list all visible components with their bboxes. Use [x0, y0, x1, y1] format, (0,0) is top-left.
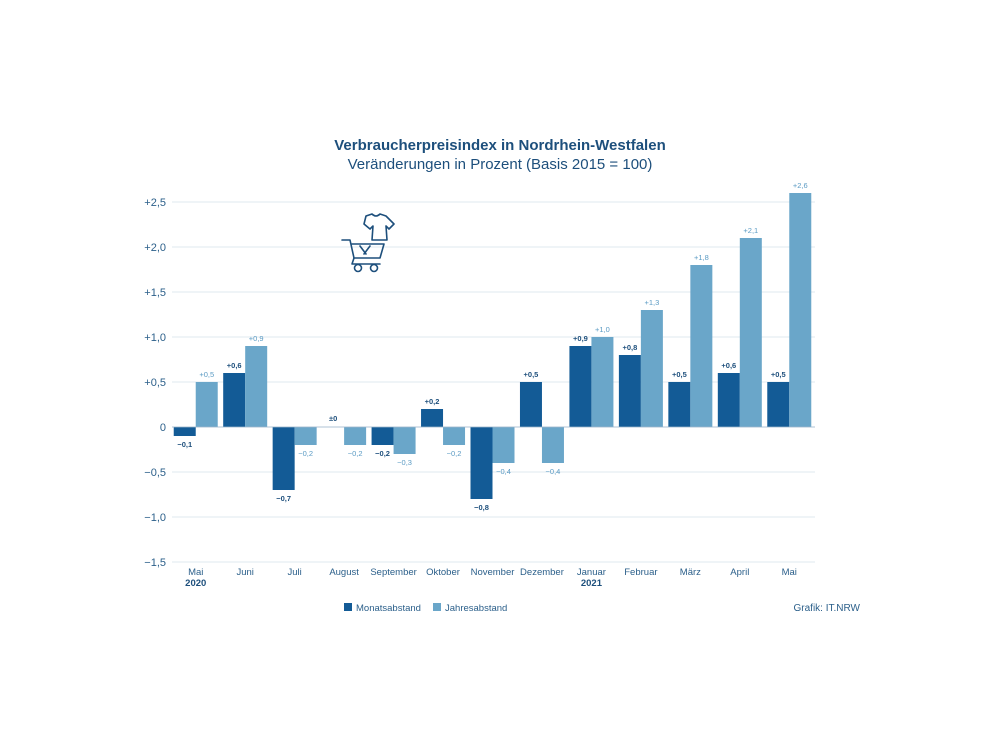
year-label: 2020 — [185, 578, 206, 589]
data-label-jahresabstand: +1,3 — [644, 298, 659, 307]
legend-swatch-jahresabstand — [433, 603, 441, 611]
data-label-monatsabstand: +0,6 — [227, 361, 242, 370]
bar-jahresabstand — [492, 427, 515, 463]
data-label-jahresabstand: +0,5 — [199, 370, 214, 379]
source-note: Grafik: IT.NRW — [794, 603, 861, 614]
x-tick-label: Mai — [188, 567, 203, 578]
data-label-jahresabstand: −0,4 — [496, 467, 511, 476]
legend: Monatsabstand Jahresabstand — [344, 603, 507, 614]
bar-jahresabstand — [393, 427, 416, 454]
bar-monatsabstand — [569, 346, 592, 427]
y-tick-label: −1,5 — [144, 557, 166, 569]
legend-label-jahresabstand: Jahresabstand — [445, 603, 507, 614]
x-tick-label: Januar — [577, 567, 606, 578]
data-label-jahresabstand: +2,1 — [743, 226, 758, 235]
data-label-jahresabstand: +2,6 — [793, 181, 808, 190]
bar-jahresabstand — [690, 265, 713, 427]
chart-subtitle: Veränderungen in Prozent (Basis 2015 = 1… — [348, 156, 653, 173]
bar-jahresabstand — [541, 427, 564, 463]
data-label-monatsabstand: −0,2 — [375, 449, 390, 458]
data-label-jahresabstand: −0,3 — [397, 458, 412, 467]
data-label-jahresabstand: +0,9 — [249, 334, 264, 343]
bar-jahresabstand — [789, 193, 812, 427]
data-label-jahresabstand: −0,4 — [546, 467, 561, 476]
x-tick-label: April — [730, 567, 749, 578]
bar-monatsabstand — [371, 427, 394, 445]
y-tick-label: −1,0 — [144, 512, 166, 524]
bar-jahresabstand — [640, 310, 663, 427]
legend-swatch-monatsabstand — [344, 603, 352, 611]
bar-monatsabstand — [421, 409, 444, 427]
legend-label-monatsabstand: Monatsabstand — [356, 603, 421, 614]
x-tick-label: Mai — [782, 567, 797, 578]
y-tick-label: −0,5 — [144, 467, 166, 479]
x-tick-label: Dezember — [520, 567, 564, 578]
bars — [173, 193, 812, 499]
x-tick-label: September — [370, 567, 416, 578]
data-label-jahresabstand: −0,2 — [348, 449, 363, 458]
x-tick-label: August — [329, 567, 359, 578]
bar-jahresabstand — [443, 427, 466, 445]
data-label-monatsabstand: +0,5 — [771, 370, 786, 379]
data-label-monatsabstand: ±0 — [329, 414, 337, 423]
data-label-jahresabstand: +1,0 — [595, 325, 610, 334]
data-label-jahresabstand: −0,2 — [298, 449, 313, 458]
y-tick-label: +1,0 — [144, 332, 166, 344]
bar-jahresabstand — [591, 337, 614, 427]
bar-monatsabstand — [717, 373, 740, 427]
bar-monatsabstand — [223, 373, 246, 427]
y-tick-label: +2,5 — [144, 197, 166, 209]
data-label-jahresabstand: +1,8 — [694, 253, 709, 262]
data-label-monatsabstand: −0,1 — [177, 440, 192, 449]
bar-monatsabstand — [618, 355, 641, 427]
x-tick-label: Juli — [288, 567, 302, 578]
x-tick-label: Februar — [624, 567, 657, 578]
x-tick-label: Juni — [236, 567, 253, 578]
data-labels: −0,1 +0,5 +0,6 +0,9 −0,7 −0,2 ±0 −0,2 −0,2 −0,3 +0… — [177, 181, 807, 512]
data-label-monatsabstand: +0,2 — [425, 397, 440, 406]
bar-monatsabstand — [272, 427, 295, 490]
y-tick-label: 0 — [160, 422, 166, 434]
y-tick-label: +0,5 — [144, 377, 166, 389]
data-label-monatsabstand: +0,8 — [622, 343, 637, 352]
data-label-monatsabstand: +0,5 — [672, 370, 687, 379]
data-label-monatsabstand: +0,6 — [721, 361, 736, 370]
bar-jahresabstand — [739, 238, 762, 427]
x-tick-label: November — [471, 567, 515, 578]
shopping-cart-clothes-icon — [341, 213, 395, 273]
x-tick-label: März — [680, 567, 701, 578]
x-tick-label: Oktober — [426, 567, 460, 578]
year-label: 2021 — [581, 578, 603, 589]
bar-monatsabstand — [519, 382, 542, 427]
data-label-monatsabstand: +0,9 — [573, 334, 588, 343]
y-tick-label: +2,0 — [144, 242, 166, 254]
bar-monatsabstand — [668, 382, 691, 427]
bar-monatsabstand — [767, 382, 790, 427]
data-label-monatsabstand: −0,7 — [276, 494, 291, 503]
y-tick-label: +1,5 — [144, 287, 166, 299]
bar-jahresabstand — [294, 427, 317, 445]
data-label-monatsabstand: −0,8 — [474, 503, 489, 512]
chart-title: Verbraucherpreisindex in Nordrhein-Westf… — [334, 137, 665, 154]
bar-jahresabstand — [344, 427, 367, 445]
y-axis-ticks: +2,5 +2,0 +1,5 +1,0 +0,5 0 −0,5 −1,0 −1,5 — [144, 197, 166, 569]
data-label-monatsabstand: +0,5 — [524, 370, 539, 379]
bar-jahresabstand — [245, 346, 268, 427]
bar-monatsabstand — [173, 427, 196, 436]
data-label-jahresabstand: −0,2 — [447, 449, 462, 458]
bar-monatsabstand — [470, 427, 493, 499]
bar-jahresabstand — [195, 382, 218, 427]
